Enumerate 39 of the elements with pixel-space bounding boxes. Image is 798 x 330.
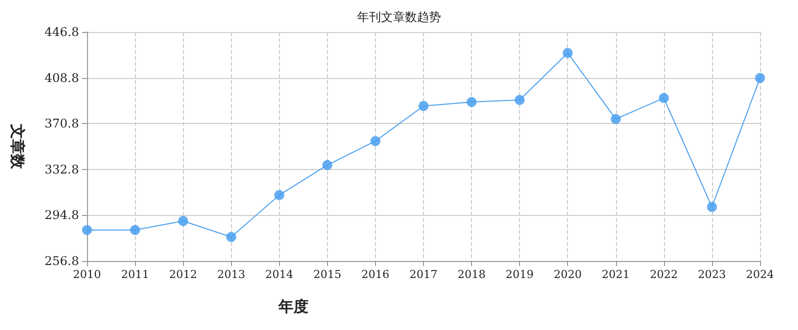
x-tick-label: 2014 [265, 268, 294, 281]
point [755, 73, 765, 84]
point [514, 94, 525, 105]
x-tick-label: 2021 [602, 268, 630, 281]
x-tick-label: 2018 [458, 268, 486, 281]
y-tick-label: 332.8 [44, 162, 79, 176]
y-tick-label: 408.8 [44, 70, 79, 85]
x-tick-label: 2019 [506, 268, 534, 281]
y-axis-title: 文章数 [8, 123, 26, 170]
x-tick-label: 2012 [169, 268, 198, 281]
x-tick-label: 2011 [121, 268, 150, 281]
point [562, 48, 573, 58]
point [466, 97, 477, 108]
x-tick-label: 2024 [746, 268, 774, 281]
point [178, 216, 188, 226]
x-tick-label: 2016 [361, 268, 390, 281]
x-tick-label: 2017 [410, 268, 438, 281]
point [130, 225, 140, 236]
point [226, 232, 236, 242]
point [370, 136, 380, 146]
x-tick-label: 2022 [650, 268, 678, 281]
x-axis-title: 年度 [278, 298, 308, 316]
point [418, 101, 428, 111]
point [658, 93, 669, 104]
point [82, 225, 92, 236]
chart-title: 年刊文章数趋势 [357, 10, 441, 24]
point [274, 190, 284, 200]
y-tick-label: 370.8 [44, 116, 79, 131]
y-tick-label: 294.8 [44, 208, 79, 222]
x-tick-label: 2013 [217, 268, 246, 281]
x-tick-label: 2023 [698, 268, 726, 281]
point [610, 114, 621, 124]
x-tick-label: 2015 [313, 268, 342, 281]
y-tick-label: 446.8 [44, 25, 79, 39]
y-tick-label: 256.8 [44, 254, 79, 268]
point [322, 160, 332, 170]
x-tick-label: 2010 [73, 268, 101, 281]
x-tick-label: 2020 [554, 268, 582, 281]
point [706, 202, 717, 212]
